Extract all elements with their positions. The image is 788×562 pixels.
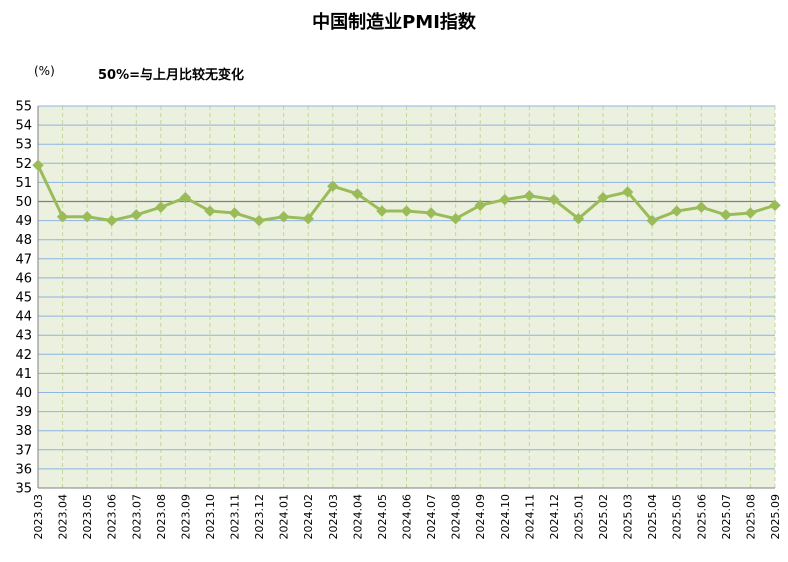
data-point xyxy=(81,211,93,223)
x-tick-label: 2023.09 xyxy=(179,494,192,540)
y-tick-label: 46 xyxy=(15,271,32,286)
x-tick-label: 2024.02 xyxy=(302,494,315,540)
data-point xyxy=(56,211,69,223)
x-tick-label: 2024.04 xyxy=(351,494,364,540)
x-tick-label: 2025.05 xyxy=(671,494,684,540)
data-point xyxy=(548,193,560,206)
chart-note: 50%=与上月比较无变化 xyxy=(98,68,245,83)
x-tick-label: 2024.12 xyxy=(548,494,561,540)
x-tick-label: 2024.08 xyxy=(450,494,463,540)
x-tick-label: 2023.08 xyxy=(155,494,168,540)
x-tick-label: 2025.07 xyxy=(720,494,733,540)
x-tick-label: 2025.01 xyxy=(572,494,585,540)
y-tick-label: 48 xyxy=(15,233,32,248)
data-point xyxy=(130,209,142,221)
y-tick-label: 49 xyxy=(15,214,32,229)
y-tick-label: 50 xyxy=(15,195,32,210)
x-tick-label: 2023.07 xyxy=(130,494,143,540)
y-tick-label: 40 xyxy=(15,386,32,401)
y-tick-label: 37 xyxy=(15,443,32,458)
data-point xyxy=(277,211,290,223)
x-tick-label: 2025.02 xyxy=(597,494,610,540)
data-point xyxy=(474,199,486,212)
data-point xyxy=(572,212,585,225)
data-point xyxy=(105,214,118,227)
y-tick-label: 35 xyxy=(15,482,32,497)
y-tick-label: 54 xyxy=(15,119,32,134)
data-point xyxy=(769,199,781,212)
x-tick-label: 2023.03 xyxy=(32,494,45,540)
data-point xyxy=(228,207,241,219)
data-point xyxy=(646,214,658,227)
x-tick-label: 2025.08 xyxy=(744,494,757,540)
data-point xyxy=(155,201,167,213)
y-tick-label: 43 xyxy=(15,329,32,344)
data-point xyxy=(671,205,683,217)
y-tick-label: 44 xyxy=(15,310,32,325)
data-point xyxy=(621,186,634,198)
y-tick-label: 45 xyxy=(15,291,32,306)
y-tick-label: 52 xyxy=(15,157,32,172)
data-point xyxy=(302,212,314,225)
y-tick-label: 42 xyxy=(15,348,32,363)
data-point xyxy=(32,159,44,171)
x-tick-label: 2025.04 xyxy=(646,494,659,540)
x-tick-label: 2023.12 xyxy=(253,494,266,540)
data-point xyxy=(179,191,192,204)
y-tick-label: 53 xyxy=(15,138,32,153)
data-point xyxy=(425,207,437,219)
y-tick-label: 51 xyxy=(15,176,32,191)
data-point xyxy=(449,212,462,225)
x-tick-label: 2024.03 xyxy=(327,494,340,540)
x-tick-label: 2025.06 xyxy=(695,494,708,540)
y-tick-label: 47 xyxy=(15,252,32,267)
x-tick-label: 2024.11 xyxy=(523,494,536,540)
data-point xyxy=(204,205,216,217)
data-point xyxy=(376,205,388,217)
x-tick-label: 2024.01 xyxy=(278,494,291,540)
x-tick-label: 2023.10 xyxy=(204,494,217,540)
x-tick-label: 2023.05 xyxy=(81,494,94,540)
x-tick-label: 2024.07 xyxy=(425,494,438,540)
x-tick-label: 2025.09 xyxy=(769,494,782,540)
chart-title: 中国制造业PMI指数 xyxy=(312,12,476,33)
y-axis-unit-label: (%) xyxy=(34,64,55,78)
data-point xyxy=(351,188,364,200)
data-point xyxy=(744,207,757,219)
data-point xyxy=(720,209,732,221)
data-point xyxy=(327,180,339,192)
y-tick-label: 41 xyxy=(15,367,32,382)
x-tick-label: 2024.09 xyxy=(474,494,487,540)
data-point xyxy=(523,190,536,202)
data-point xyxy=(597,191,609,204)
y-tick-label: 39 xyxy=(15,405,32,420)
x-tick-label: 2023.06 xyxy=(106,494,119,540)
x-tick-label: 2024.10 xyxy=(499,494,512,540)
data-point xyxy=(400,205,413,217)
x-tick-label: 2024.05 xyxy=(376,494,389,540)
x-tick-label: 2023.04 xyxy=(57,494,70,540)
y-tick-label: 38 xyxy=(15,424,32,439)
data-point xyxy=(695,201,708,213)
y-tick-label: 36 xyxy=(15,462,32,477)
x-tick-label: 2023.11 xyxy=(229,494,242,540)
y-tick-label: 55 xyxy=(15,100,32,115)
x-tick-label: 2024.06 xyxy=(401,494,414,540)
data-point xyxy=(253,214,265,227)
data-point xyxy=(499,193,511,206)
x-tick-label: 2025.03 xyxy=(622,494,635,540)
